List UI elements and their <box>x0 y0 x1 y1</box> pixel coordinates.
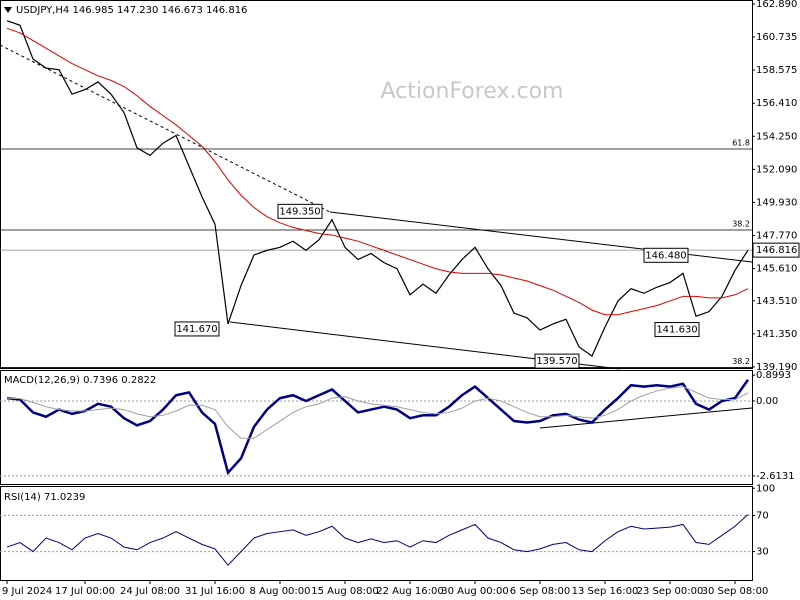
x-tick-label: 17 Jul 00:00 <box>55 586 115 597</box>
main-line <box>6 20 749 357</box>
y-tick-label: 156.410 <box>756 98 797 109</box>
price-annotation: 146.480 <box>645 250 686 261</box>
price-frame <box>0 0 753 369</box>
macd-trendline <box>539 407 753 429</box>
rsi-frame <box>0 486 753 581</box>
y-tick-label: 162.890 <box>756 0 797 10</box>
x-tick-label: 24 Jul 08:00 <box>120 586 180 597</box>
secondary-line <box>6 386 749 439</box>
x-tick-label: 30 Aug 00:00 <box>441 586 508 597</box>
y-tick-label: 158.575 <box>756 65 797 76</box>
last-price-label: 146.816 <box>756 245 797 256</box>
price-annotation: 141.630 <box>656 325 697 336</box>
collapse-arrow <box>4 7 12 13</box>
main-line <box>6 379 750 476</box>
panel-frames <box>0 0 753 581</box>
y-tick-label: 145.610 <box>756 264 797 275</box>
x-tick-label: 15 Aug 08:00 <box>311 586 378 597</box>
price-annotation: 141.670 <box>176 324 217 335</box>
dashed-trendline <box>0 44 331 213</box>
panel-title: MACD(12,26,9) 0.7396 0.2822 <box>4 375 156 386</box>
main-line <box>6 514 749 566</box>
secondary-line <box>6 27 749 316</box>
y-tick-label: 30 <box>756 547 769 558</box>
fib-label: 61.8 <box>732 139 750 148</box>
x-tick-label: 30 Sep 08:00 <box>702 586 769 597</box>
x-tick-label: 22 Aug 16:00 <box>376 586 443 597</box>
x-tick-label: 31 Jul 16:00 <box>185 586 245 597</box>
y-tick-label: 139.190 <box>756 362 797 373</box>
x-tick-label: 13 Sep 16:00 <box>572 586 639 597</box>
price-annotation-box <box>654 322 700 338</box>
x-tick-label: 6 Sep 08:00 <box>510 586 570 597</box>
y-tick-label: 143.510 <box>756 296 797 307</box>
y-tick-label: 0.00 <box>756 396 778 407</box>
x-tick-label: 9 Jul 2024 <box>2 586 52 597</box>
y-tick-label: 70 <box>756 510 769 521</box>
last-price-box <box>752 242 800 258</box>
y-tick-label: 152.090 <box>756 164 797 175</box>
price-annotation-box <box>277 203 323 219</box>
y-tick-label: 160.735 <box>756 32 797 43</box>
y-tick-label: 0.8993 <box>756 370 791 381</box>
price-annotation-box <box>534 353 580 369</box>
y-tick-label: 100 <box>756 483 775 494</box>
price-annotation-box <box>174 321 220 337</box>
y-tick-label: 141.350 <box>756 329 797 340</box>
x-tick-label: 23 Sep 00:00 <box>637 586 704 597</box>
y-tick-label: 147.770 <box>756 231 797 242</box>
panel-title: USDJPY,H4 146.985 147.230 146.673 146.81… <box>16 5 247 16</box>
fib-label: 38.2 <box>732 220 750 229</box>
y-tick-label: 154.250 <box>756 131 797 142</box>
y-tick-label: -2.6131 <box>756 471 795 482</box>
fib-label: 38.2 <box>732 357 750 366</box>
price-annotation-box <box>643 247 689 263</box>
panel-title: RSI(14) 71.0239 <box>4 492 85 503</box>
y-tick-label: 149.930 <box>756 197 797 208</box>
price-annotation: 139.570 <box>536 356 577 367</box>
price-annotation: 149.350 <box>279 206 320 217</box>
macd-frame <box>0 370 753 485</box>
x-tick-label: 8 Aug 00:00 <box>249 586 310 597</box>
watermark: ActionForex.com <box>381 79 564 104</box>
